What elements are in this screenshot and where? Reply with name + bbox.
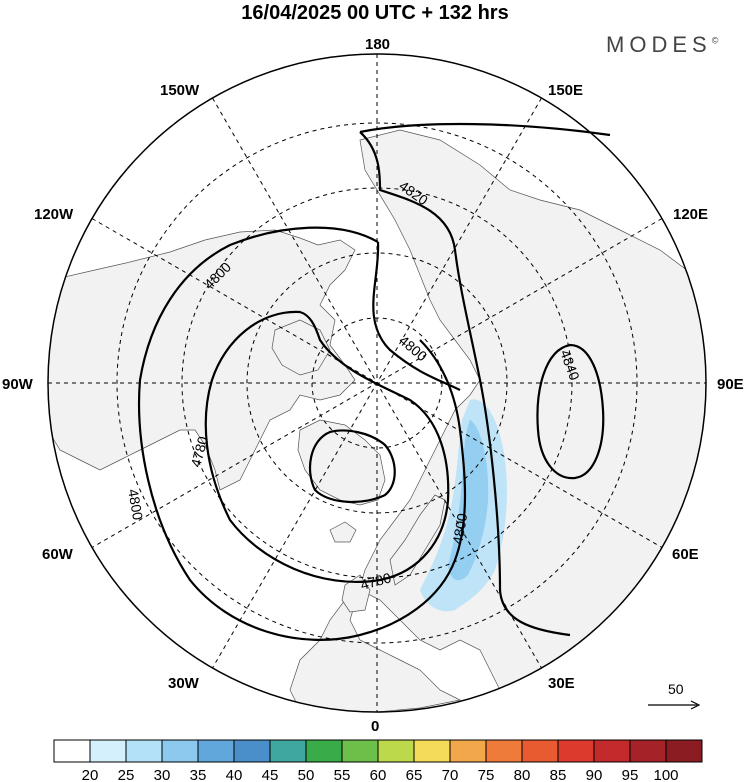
colorbar-swatch (233, 739, 271, 763)
map-title: 16/04/2025 00 UTC + 132 hrs (241, 2, 509, 24)
colorbar-tick-label: 25 (118, 767, 135, 782)
contour-4800-north (372, 241, 461, 391)
lon-label-60e: 60E (672, 546, 699, 563)
colorbar-swatch (521, 739, 559, 763)
brand-text: MODES (606, 32, 712, 57)
lon-label-30w: 30W (168, 675, 200, 692)
lon-label-90e: 90E (717, 376, 744, 393)
colorbar: 20 25 30 35 40 45 50 55 60 65 70 75 80 85 90 95 100 (53, 739, 703, 782)
contour-top-arc (359, 122, 611, 137)
contour-4840 (536, 343, 605, 480)
lon-label-120e: 120E (673, 206, 708, 223)
colorbar-tick-label: 90 (586, 767, 603, 782)
colorbar-tick-label: 45 (262, 767, 279, 782)
lon-label-150e: 150E (548, 82, 583, 99)
landmass-north-america (48, 229, 356, 491)
landmass-scandinavia (389, 494, 446, 586)
colorbar-tick-label: 60 (370, 767, 387, 782)
lon-label-90w: 90W (2, 376, 34, 393)
reference-vector: 50 (648, 681, 701, 710)
contour-4800-outer (137, 226, 467, 641)
colorbar-swatch (341, 739, 379, 763)
map-border (47, 53, 707, 713)
colorbar-tick-label: 50 (298, 767, 315, 782)
contour-label: 4780 (359, 569, 393, 593)
colorbar-swatch (161, 739, 199, 763)
colorbar-swatch (305, 739, 343, 763)
colorbar-swatch (53, 739, 91, 763)
contour-inner-low (308, 429, 396, 504)
colorbar-tick-label: 55 (334, 767, 351, 782)
colorbar-swatch (593, 739, 631, 763)
colorbar-tick-label: 30 (154, 767, 171, 782)
lon-label-120w: 120W (34, 206, 74, 223)
contour-4820 (359, 131, 571, 637)
wind-speed-shading-core (448, 420, 489, 581)
colorbar-swatch (377, 739, 415, 763)
contour-label: 4800 (449, 512, 470, 546)
colorbar-swatch (557, 739, 595, 763)
colorbar-swatch (197, 739, 235, 763)
colorbar-tick-label: 75 (478, 767, 495, 782)
colorbar-swatch (449, 739, 487, 763)
colorbar-tick-label: 20 (82, 767, 99, 782)
map-layers (48, 129, 706, 712)
colorbar-tick-label: 70 (442, 767, 459, 782)
reference-vector-arrowhead (690, 700, 701, 710)
landmass-uk (341, 574, 371, 613)
colorbar-tick-label: 85 (550, 767, 567, 782)
lon-label-0: 0 (371, 718, 379, 735)
colorbar-swatch (89, 739, 127, 763)
colorbar-tick-label: 40 (226, 767, 243, 782)
land-layer (48, 129, 706, 712)
colorbar-tick-label: 80 (514, 767, 531, 782)
colorbar-tick-label: 95 (622, 767, 639, 782)
colorbar-swatch (485, 739, 523, 763)
landmass-iceland (329, 521, 357, 543)
colorbar-swatch (413, 739, 451, 763)
contour-4780 (204, 310, 450, 584)
lon-label-180: 180 (365, 36, 390, 53)
colorbar-swatch (125, 739, 163, 763)
colorbar-swatch (665, 739, 703, 763)
longitude-labels: 180 0 90W 90E 150W 120W 60W 30W 150E 120… (2, 36, 744, 735)
colorbar-swatch (269, 739, 307, 763)
colorbar-tick-label: 100 (653, 767, 678, 782)
contour-label: 4780 (187, 434, 211, 468)
colorbar-tick-label: 35 (190, 767, 207, 782)
brand-mark: © (711, 35, 719, 46)
colorbar-tick-label: 65 (406, 767, 423, 782)
contour-label: 4800 (125, 488, 146, 522)
lon-label-150w: 150W (160, 82, 200, 99)
lon-label-60w: 60W (42, 546, 74, 563)
colorbar-swatch (629, 739, 667, 763)
reference-vector-label: 50 (668, 681, 684, 697)
lon-label-30e: 30E (548, 675, 575, 692)
brand-logo: MODES© (606, 32, 718, 58)
landmass-greenland (297, 419, 386, 506)
geopotential-contours (137, 122, 611, 641)
